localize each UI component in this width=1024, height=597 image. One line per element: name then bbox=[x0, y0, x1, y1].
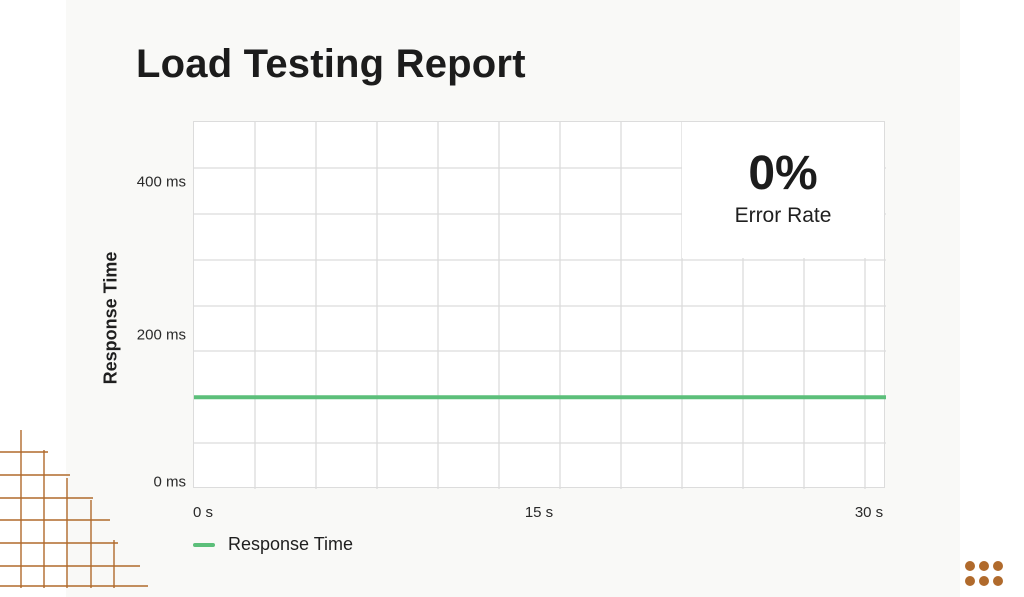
y-tick-label: 200 ms bbox=[136, 326, 186, 344]
error-rate-label: Error Rate bbox=[734, 204, 832, 227]
error-rate-card: 0% Error Rate bbox=[682, 122, 884, 258]
x-tick-label: 30 s bbox=[854, 504, 884, 521]
x-tick-label: 15 s bbox=[524, 504, 554, 521]
decorative-grid-graphic bbox=[0, 430, 148, 588]
decorative-dots-graphic bbox=[965, 561, 1003, 586]
error-rate-value: 0% bbox=[748, 147, 818, 200]
y-tick-label: 0 ms bbox=[153, 473, 186, 491]
x-tick-label: 0 s bbox=[192, 504, 214, 521]
page-title: Load Testing Report bbox=[136, 42, 526, 86]
y-tick-label: 400 ms bbox=[136, 173, 186, 191]
y-axis-label: Response Time bbox=[100, 251, 121, 385]
chart-legend: Response Time bbox=[193, 534, 353, 555]
legend-swatch-response-time bbox=[193, 542, 215, 547]
legend-label-response-time: Response Time bbox=[228, 534, 354, 554]
